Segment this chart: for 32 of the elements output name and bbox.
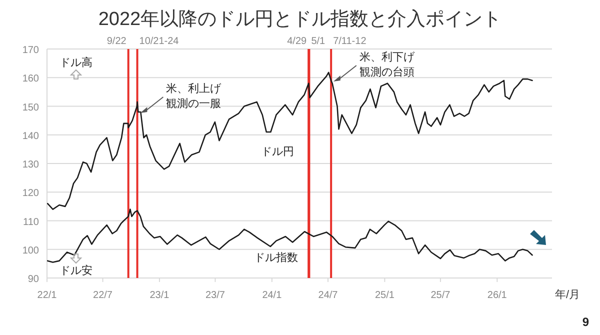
x-tick-label: 25/1 [374, 290, 395, 301]
ref-line-label: 5/1 [311, 36, 326, 47]
x-axis-title: 年/月 [555, 289, 580, 301]
x-tick-label: 23/1 [150, 290, 170, 301]
x-tick-label: 24/1 [262, 290, 282, 301]
x-tick-label: 23/7 [205, 290, 226, 301]
series-label: ドル指数 [254, 252, 298, 264]
ref-line-label: 7/11-12 [333, 36, 367, 47]
y-tick-label: 170 [22, 45, 40, 56]
x-tick-label: 26/1 [487, 290, 508, 301]
x-tick-label: 25/7 [430, 290, 451, 301]
x-tick-label: 22/1 [37, 290, 58, 301]
x-tick-label: 24/7 [318, 290, 338, 301]
ref-line-label: 9/22 [106, 36, 127, 47]
y-tick-label: 120 [22, 188, 40, 200]
y-tick-label: 130 [22, 160, 40, 170]
ref-line-label: 4/29 [287, 36, 308, 47]
text: 9 [582, 315, 590, 329]
y-tick-label: 100 [22, 245, 40, 256]
annotation: ドル安 [60, 264, 92, 277]
annotation: 米、利下げ観測の台頭 [359, 50, 416, 78]
y-tick-label: 140 [22, 130, 40, 142]
y-tick-label: 150 [22, 102, 40, 114]
annotation: ドル高 [60, 56, 92, 69]
annotation: 米、利上げ観測の一服 [166, 82, 222, 110]
series-label: ドル円 [261, 146, 294, 158]
x-tick-label: 22/7 [93, 290, 113, 301]
chart-title: 2022年以降のドル円とドル指数と介入ポイント [98, 9, 502, 30]
ref-line-label: 10/21-24 [139, 36, 180, 47]
y-tick-label: 160 [22, 74, 40, 85]
y-tick-label: 110 [23, 216, 40, 228]
y-tick-label: 90 [28, 274, 40, 285]
